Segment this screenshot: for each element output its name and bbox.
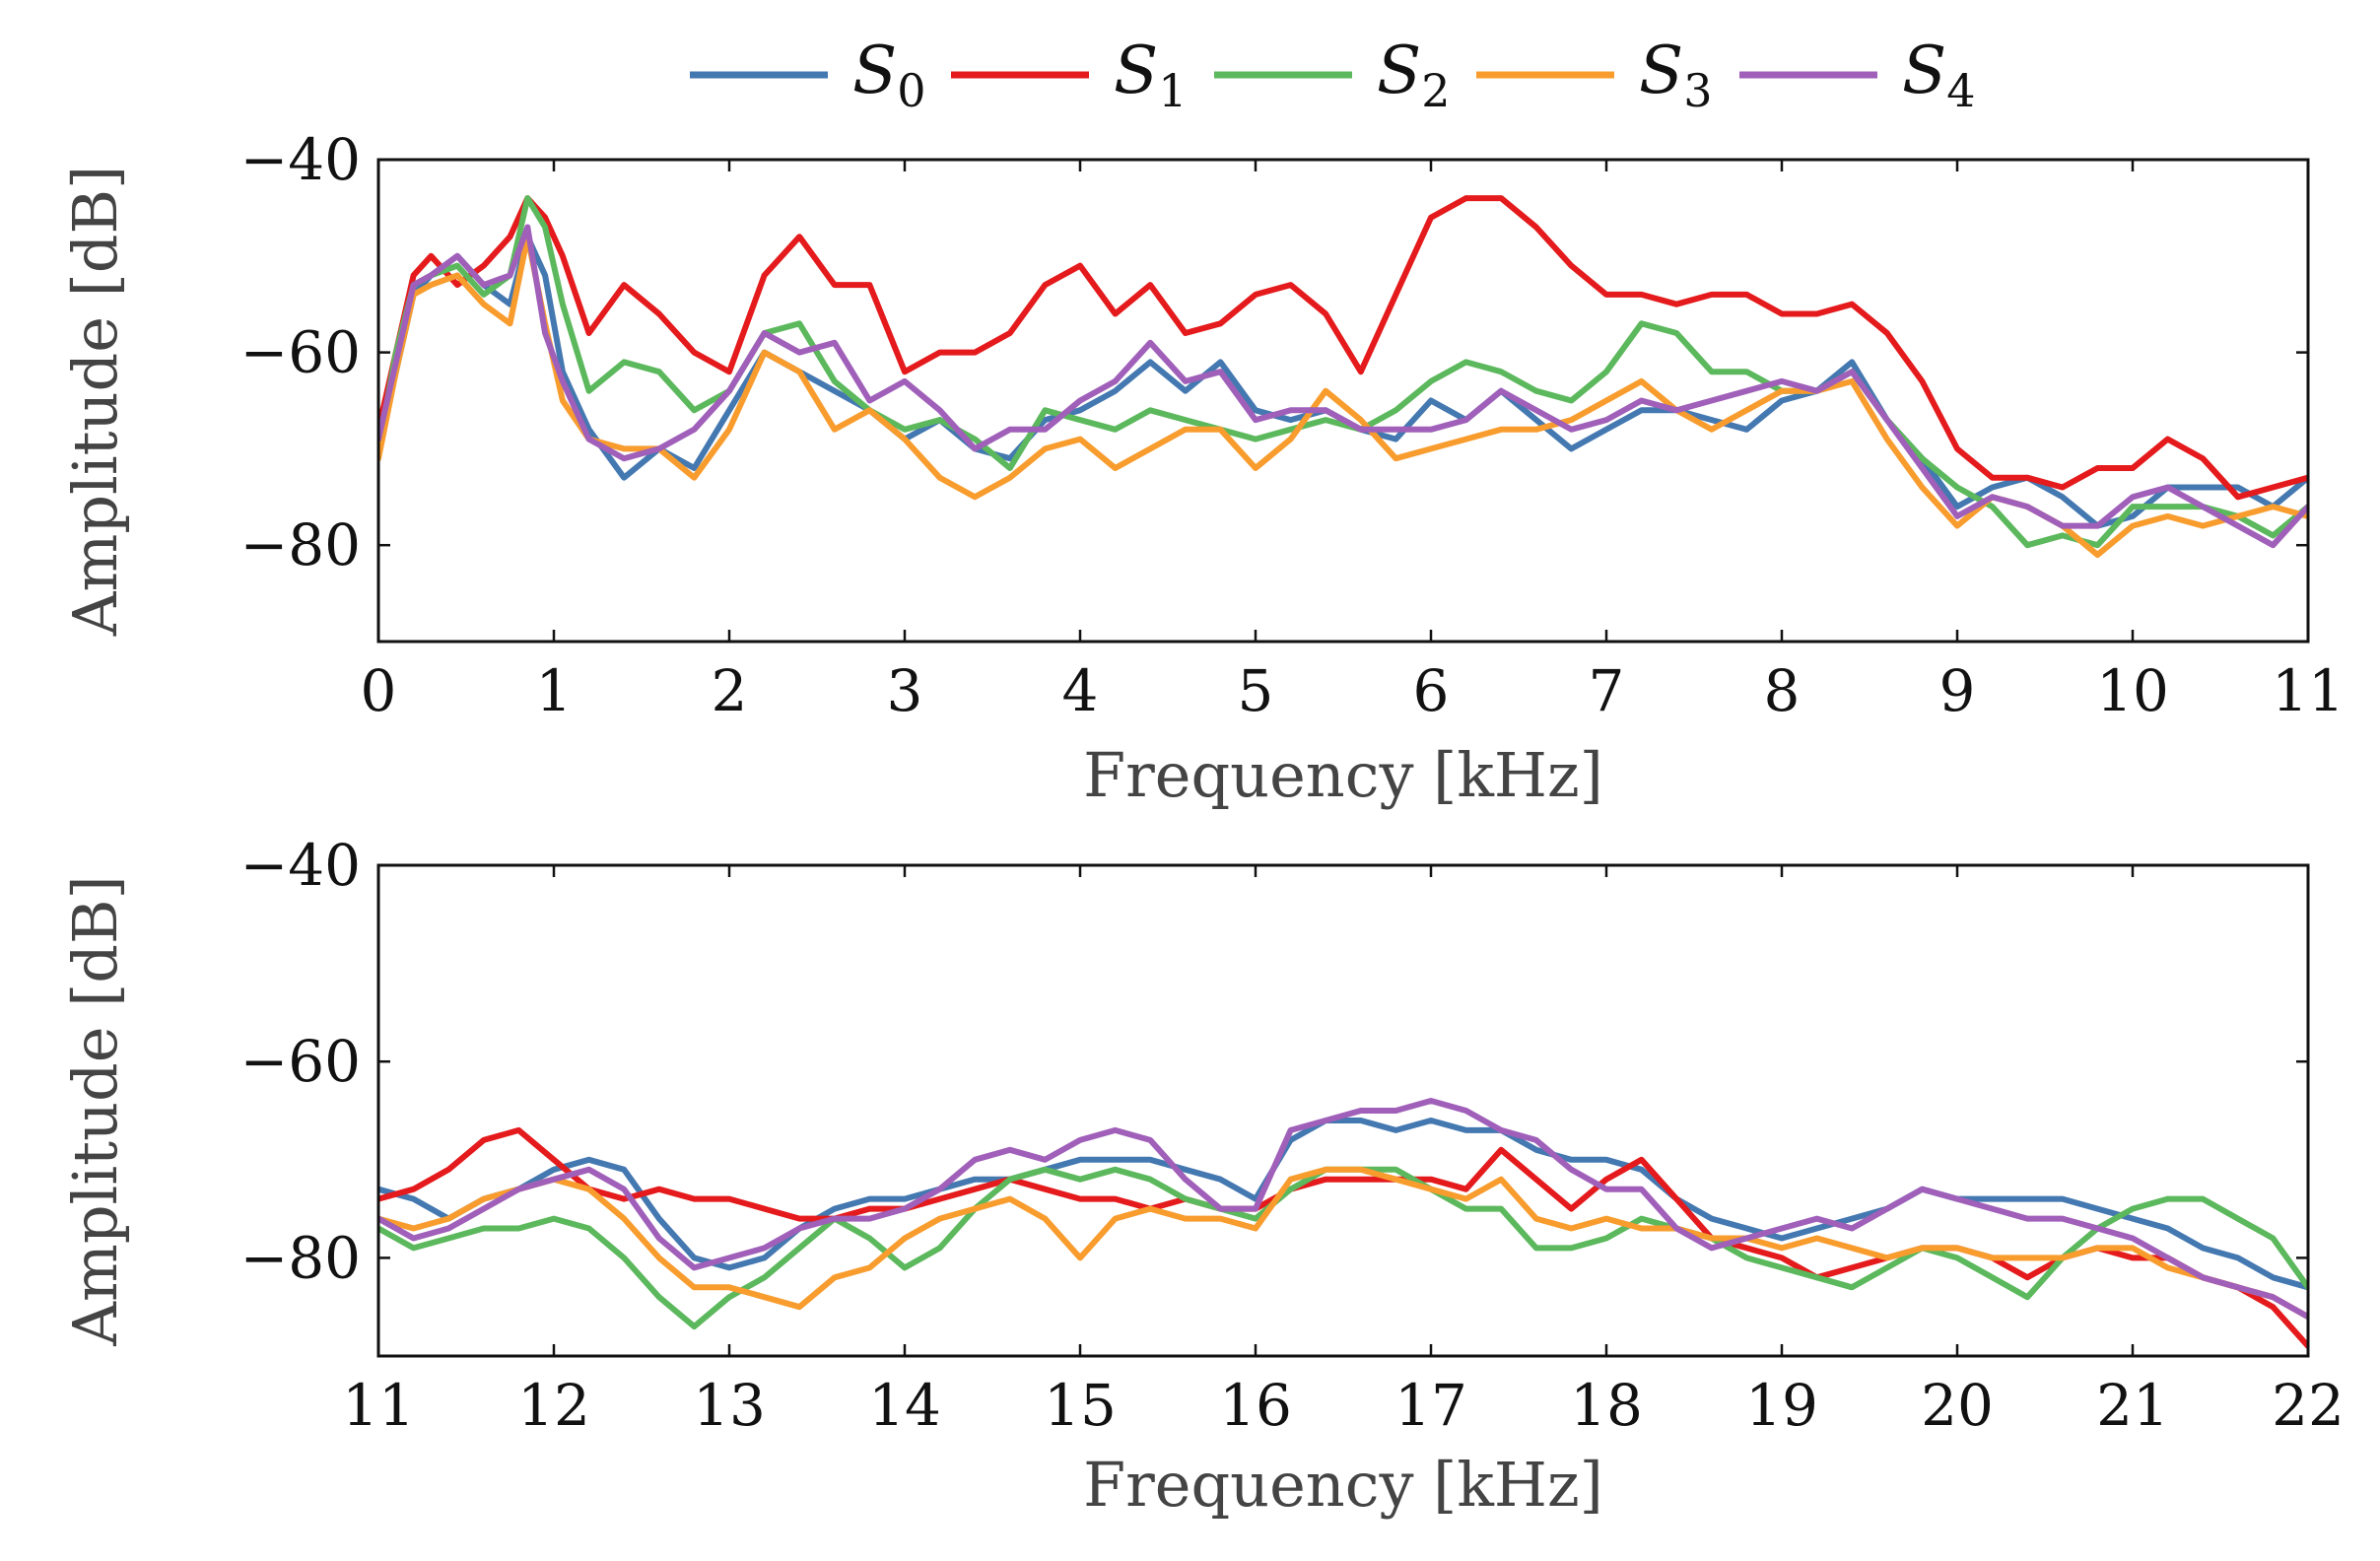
y-tick-label: −40: [240, 832, 361, 899]
x-tick-label: 21: [2096, 1372, 2169, 1439]
plot-area: [378, 195, 2308, 558]
y-tick-label: −80: [240, 1224, 361, 1291]
series-line-s2: [378, 195, 2308, 549]
legend-label-s3: S3: [1639, 33, 1713, 117]
x-tick-label: 20: [1921, 1372, 1994, 1439]
legend-label-s1: S1: [1114, 33, 1188, 117]
plot-frame: [376, 158, 2310, 644]
x-tick-label: 22: [2272, 1372, 2345, 1439]
x-tick-label: 6: [1413, 657, 1450, 724]
series-line-s1: [378, 1126, 2308, 1349]
x-tick-label: 16: [1219, 1372, 1292, 1439]
legend: S0 S1 S2 S3 S4: [690, 33, 1976, 117]
x-tick-label: 3: [887, 657, 923, 724]
y-axis-label: Amplitude [dB]: [59, 166, 131, 637]
x-tick-label: 10: [2096, 657, 2169, 724]
x-tick-label: 11: [342, 1372, 415, 1439]
x-tick-label: 13: [693, 1372, 766, 1439]
plot-area: [378, 1098, 2308, 1349]
series-line-s4: [378, 1098, 2308, 1321]
x-tick-label: 0: [361, 657, 397, 724]
x-tick-label: 5: [1238, 657, 1274, 724]
plot-frame: [376, 863, 2310, 1358]
x-tick-label: 11: [2272, 657, 2345, 724]
x-tick-label: 7: [1589, 657, 1625, 724]
series-line-s3: [378, 1166, 2308, 1321]
y-tick-label: −40: [240, 126, 361, 193]
x-tick-label: 18: [1570, 1372, 1643, 1439]
x-tick-label: 9: [1939, 657, 1976, 724]
x-tick-label: 4: [1062, 657, 1099, 724]
y-tick-label: −60: [240, 319, 361, 386]
x-tick-label: 12: [517, 1372, 590, 1439]
y-tick-label: −80: [240, 511, 361, 578]
bottom-panel: 11 12 13 14 15 16 17 18 19 20 21 22 −80 −60 −40 Frequen…: [59, 832, 2345, 1521]
series-line-s0: [378, 1118, 2308, 1291]
top-panel: 0 1 2 3 4 5 6 7 8 9 10 11 −80 −60 −40 Frequency [kHz] Am…: [59, 126, 2345, 811]
x-tick-label: 8: [1764, 657, 1801, 724]
x-tick-label: 17: [1394, 1372, 1467, 1439]
series-line-s4: [378, 224, 2308, 549]
legend-label-s2: S2: [1377, 33, 1451, 117]
x-tick-label: 2: [712, 657, 748, 724]
legend-label-s4: S4: [1902, 33, 1976, 117]
x-axis-label: Frequency [kHz]: [1083, 1449, 1603, 1521]
x-tick-label: 14: [868, 1372, 941, 1439]
y-tick-label: −60: [240, 1028, 361, 1095]
series-line-s1: [378, 195, 2308, 501]
x-tick-label: 19: [1745, 1372, 1818, 1439]
y-axis-label: Amplitude [dB]: [59, 875, 131, 1346]
x-tick-label: 1: [536, 657, 573, 724]
x-tick-label: 15: [1044, 1372, 1117, 1439]
x-axis-label: Frequency [kHz]: [1083, 739, 1603, 811]
legend-label-s0: S0: [852, 33, 926, 117]
